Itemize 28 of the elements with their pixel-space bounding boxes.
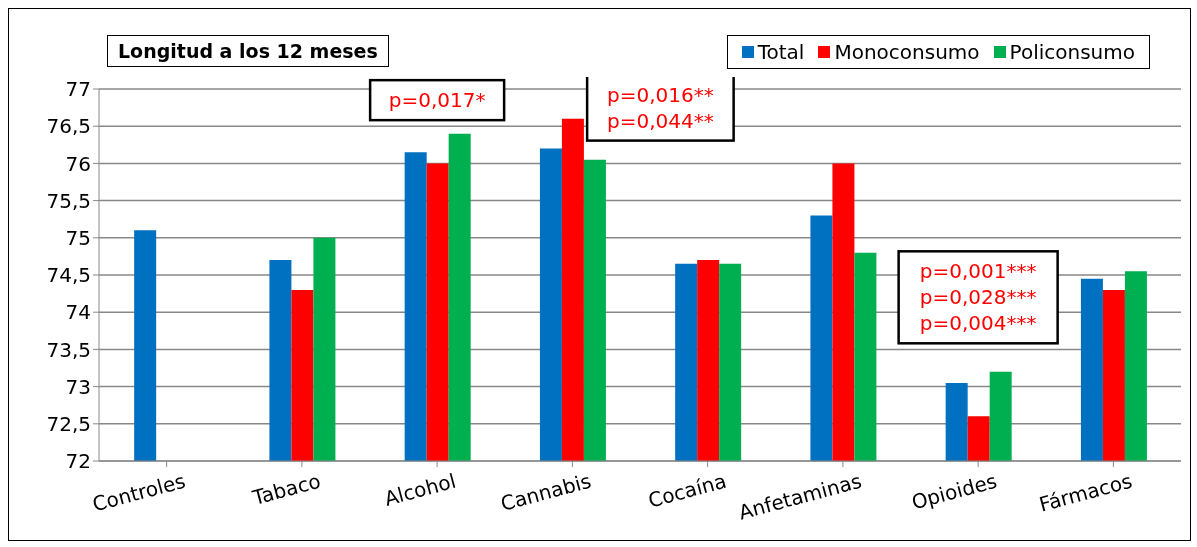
x-tick-label: Tabaco [249, 468, 324, 511]
x-tick-label: Fármacos [1036, 468, 1135, 517]
x-tick-label: Controles [89, 468, 188, 517]
y-tick-label: 76,5 [46, 114, 91, 139]
legend-label: Monoconsumo [833, 40, 980, 64]
y-tick-label: 74 [65, 300, 91, 325]
y-tick-label: 75,5 [46, 188, 91, 213]
y-tick-label: 73 [65, 374, 91, 399]
y-tick-label: 76 [65, 151, 91, 176]
annotation: p=0,001*** [919, 259, 1037, 284]
chart-title: Longitud a los 12 meses [107, 35, 389, 67]
x-tick-label: Cannabis [498, 468, 594, 516]
annotation: p=0,017* [388, 88, 486, 113]
legend-label: Policonsumo [1008, 40, 1135, 64]
y-tick-label: 72 [65, 449, 91, 474]
y-tick-label: 75 [65, 225, 91, 250]
y-tick-label: 73,5 [46, 337, 91, 362]
y-tick-label: 72,5 [46, 411, 91, 436]
legend-label: Total [756, 40, 805, 64]
x-tick-label: Opioides [908, 468, 1000, 515]
annotation: p=0,044** [607, 108, 714, 133]
y-tick-label: 74,5 [46, 263, 91, 288]
annotation: p=0,016** [607, 82, 714, 107]
y-tick-label: 77 [65, 77, 91, 102]
annotation: p=0,028*** [919, 285, 1037, 310]
annotation: p=0,004*** [919, 311, 1037, 336]
x-tick-label: Cocaína [645, 468, 729, 513]
x-tick-label: Alcohol [381, 468, 459, 511]
